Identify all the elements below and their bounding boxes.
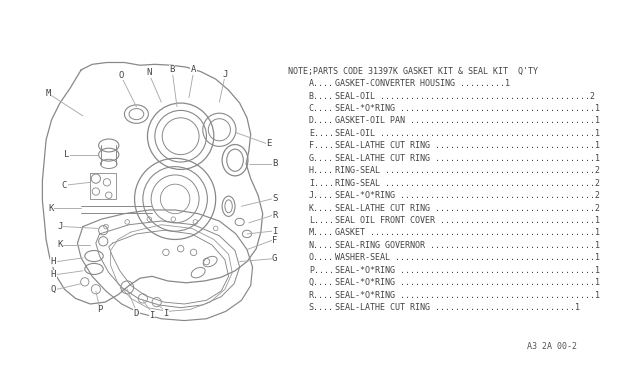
Text: K....: K....	[308, 203, 334, 212]
Text: K: K	[48, 203, 53, 213]
Text: SEAL-OIL ..........................................2: SEAL-OIL ...............................…	[335, 92, 595, 100]
Text: J: J	[222, 70, 228, 79]
Text: SEAL-*O*RING .......................................1: SEAL-*O*RING ...........................…	[335, 104, 600, 113]
Text: O....: O....	[308, 253, 334, 262]
Text: SEAL-RING GOVERNOR .................................1: SEAL-RING GOVERNOR .....................…	[335, 241, 600, 250]
Text: E: E	[266, 139, 272, 148]
Text: GASKET-CONVERTER HOUSING .........1: GASKET-CONVERTER HOUSING .........1	[335, 79, 509, 88]
Text: B: B	[170, 65, 175, 74]
Text: K: K	[57, 240, 63, 250]
Text: SEAL-*O*RING .......................................1: SEAL-*O*RING ...........................…	[335, 266, 600, 275]
Text: L....: L....	[308, 216, 334, 225]
Text: SEAL-LATHE CUT RING ............................1: SEAL-LATHE CUT RING ....................…	[335, 303, 580, 312]
Text: P....: P....	[308, 266, 334, 275]
Text: M: M	[45, 89, 51, 98]
Text: I: I	[163, 309, 168, 318]
Text: WASHER-SEAL ........................................1: WASHER-SEAL ............................…	[335, 253, 600, 262]
Text: SEAL-LATHE CUT RING ................................2: SEAL-LATHE CUT RING ....................…	[335, 203, 600, 212]
Text: A3 2A 00-2: A3 2A 00-2	[527, 342, 577, 351]
Text: SEAL-LATHE CUT RING ................................1: SEAL-LATHE CUT RING ....................…	[335, 141, 600, 150]
Text: SEAL-LATHE CUT RING ................................1: SEAL-LATHE CUT RING ....................…	[335, 154, 600, 163]
Text: GASKET-OIL PAN .....................................1: GASKET-OIL PAN .........................…	[335, 116, 600, 125]
Text: N: N	[147, 68, 152, 77]
Text: J....: J....	[308, 191, 334, 200]
Text: SEAL-OIL ...........................................1: SEAL-OIL ...............................…	[335, 129, 600, 138]
Text: Q....: Q....	[308, 278, 334, 287]
Text: A: A	[191, 65, 196, 74]
Text: C....: C....	[308, 104, 334, 113]
Text: D: D	[134, 309, 139, 318]
Text: H....: H....	[308, 166, 334, 175]
Text: SEAL-*O*RING .......................................2: SEAL-*O*RING ...........................…	[335, 191, 600, 200]
Text: G....: G....	[308, 154, 334, 163]
Text: B....: B....	[308, 92, 334, 100]
Text: GASKET .............................................1: GASKET .................................…	[335, 228, 600, 237]
Text: F: F	[272, 236, 277, 245]
Text: H: H	[51, 270, 56, 279]
Text: J: J	[57, 222, 63, 231]
Text: A....: A....	[308, 79, 334, 88]
Text: B: B	[272, 159, 277, 169]
Text: H: H	[51, 257, 56, 266]
Text: M....: M....	[308, 228, 334, 237]
Text: I: I	[149, 311, 155, 320]
Text: Q: Q	[51, 285, 56, 294]
Text: RING-SEAL ..........................................2: RING-SEAL ..............................…	[335, 179, 600, 187]
Text: S....: S....	[308, 303, 334, 312]
Text: RING-SEAL ..........................................2: RING-SEAL ..............................…	[335, 166, 600, 175]
Text: L: L	[63, 150, 69, 159]
Text: I: I	[272, 227, 277, 236]
Text: I....: I....	[308, 179, 334, 187]
Text: R: R	[272, 211, 277, 220]
Text: SEAL OIL FRONT COVER ...............................1: SEAL OIL FRONT COVER ...................…	[335, 216, 600, 225]
Text: NOTE;PARTS CODE 31397K GASKET KIT & SEAL KIT  Q'TY: NOTE;PARTS CODE 31397K GASKET KIT & SEAL…	[289, 67, 538, 76]
Text: N....: N....	[308, 241, 334, 250]
Text: F....: F....	[308, 141, 334, 150]
Text: O: O	[119, 71, 124, 80]
Text: G: G	[272, 254, 277, 263]
Text: SEAL-*O*RING .......................................1: SEAL-*O*RING ...........................…	[335, 291, 600, 299]
Text: SEAL-*O*RING .......................................1: SEAL-*O*RING ...........................…	[335, 278, 600, 287]
Text: R....: R....	[308, 291, 334, 299]
Text: C: C	[62, 182, 67, 190]
Text: S: S	[272, 195, 277, 203]
Text: P: P	[97, 305, 102, 314]
Text: E....: E....	[308, 129, 334, 138]
Text: D....: D....	[308, 116, 334, 125]
